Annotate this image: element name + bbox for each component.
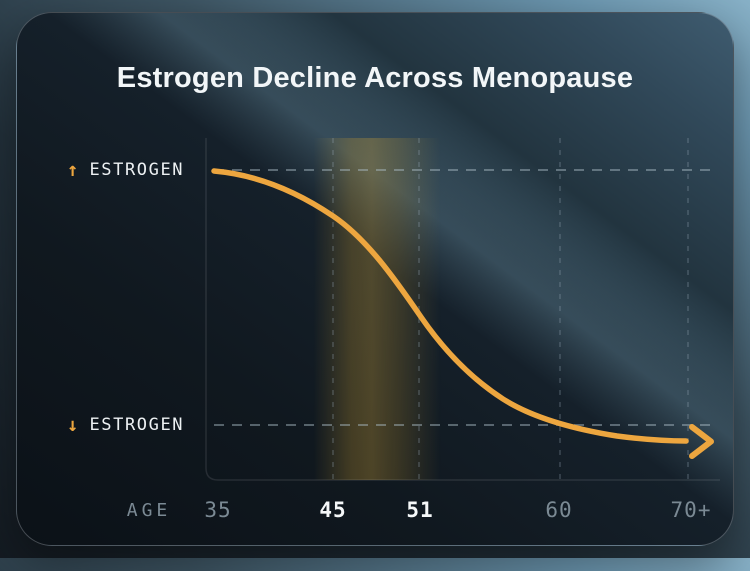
estrogen-curve <box>211 168 689 444</box>
y-label-low: ↓ ESTROGEN <box>67 413 184 437</box>
chart-canvas <box>205 138 720 481</box>
grid-layer <box>214 138 710 480</box>
x-tick-35: 35 <box>204 498 232 522</box>
y-label-high-text: ESTROGEN <box>89 159 185 180</box>
x-tick-60: 60 <box>545 498 573 522</box>
up-arrow-icon: ↑ <box>67 158 79 181</box>
chart-title: Estrogen Decline Across Menopause <box>116 62 634 94</box>
page: { "title": "Estrogen Decline Across Meno… <box>0 0 750 558</box>
x-axis-caption: AGE <box>126 500 172 521</box>
chart-card: Estrogen Decline Across Menopause <box>16 12 734 546</box>
x-tick-70plus: 70+ <box>670 498 712 522</box>
y-label-low-text: ESTROGEN <box>89 414 185 435</box>
plot-frame <box>205 138 720 481</box>
y-label-high: ↑ ESTROGEN <box>67 158 184 182</box>
menopause-band <box>313 138 441 480</box>
curve-arrowhead-icon <box>689 424 714 459</box>
x-tick-51: 51 <box>406 498 434 522</box>
x-tick-45: 45 <box>319 498 347 522</box>
down-arrow-icon: ↓ <box>67 413 79 436</box>
